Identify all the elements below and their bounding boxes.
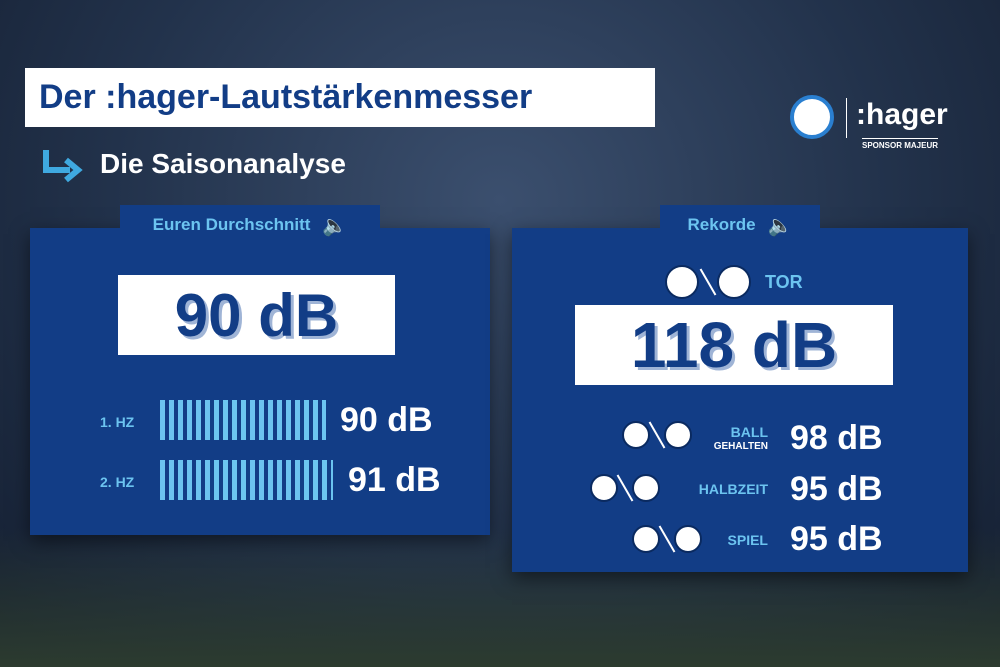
average-value: 90 dB — [118, 275, 395, 355]
speaker-icon: 🔈 — [322, 214, 348, 237]
record-label: SPIEL — [727, 532, 768, 548]
subtitle: Die Saisonanalyse — [100, 148, 346, 179]
slash — [658, 525, 676, 553]
logo — [632, 474, 660, 502]
record-value: 95 dB — [790, 520, 883, 558]
match-logos — [590, 473, 660, 503]
half-bars — [160, 460, 333, 500]
record-label: BALL — [730, 424, 768, 440]
slash — [699, 268, 717, 296]
title: Der :hager-Lautstärkenmesser — [25, 68, 655, 127]
half-label: 1. HZ — [100, 414, 135, 430]
half-bars — [160, 400, 326, 440]
record-value: 98 dB — [790, 419, 883, 457]
logo — [674, 525, 702, 553]
club-logo — [790, 95, 834, 139]
logo — [622, 421, 650, 449]
average-label: Euren Durchschnitt — [152, 215, 311, 234]
sponsor-tagline: SPONSOR MAJEUR — [862, 138, 939, 150]
record-sublabel: GEHALTEN — [713, 441, 768, 452]
logo — [717, 265, 751, 299]
logo — [590, 474, 618, 502]
average-tab: Euren Durchschnitt 🔈 — [120, 205, 380, 245]
match-logos — [622, 420, 692, 450]
half-value: 91 dB — [348, 461, 441, 499]
logo — [632, 525, 660, 553]
speaker-icon: 🔈 — [767, 214, 793, 237]
half-label: 2. HZ — [100, 474, 135, 490]
half-value: 90 dB — [340, 401, 433, 439]
records-tab: Rekorde 🔈 — [660, 205, 820, 245]
records-label: Rekorde — [687, 215, 756, 234]
record-value: 95 dB — [790, 470, 883, 508]
logo — [664, 421, 692, 449]
divider — [846, 98, 847, 138]
match-logos — [632, 524, 702, 554]
slash — [616, 474, 634, 502]
sponsor-brand: :hager — [856, 98, 948, 131]
record-main-label: TOR — [765, 272, 803, 292]
record-label: HALBZEIT — [698, 481, 768, 497]
slash — [648, 421, 666, 449]
match-logos — [665, 265, 751, 299]
logo — [665, 265, 699, 299]
record-main-value: 118 dB — [575, 305, 893, 385]
arrow-icon — [43, 150, 83, 183]
